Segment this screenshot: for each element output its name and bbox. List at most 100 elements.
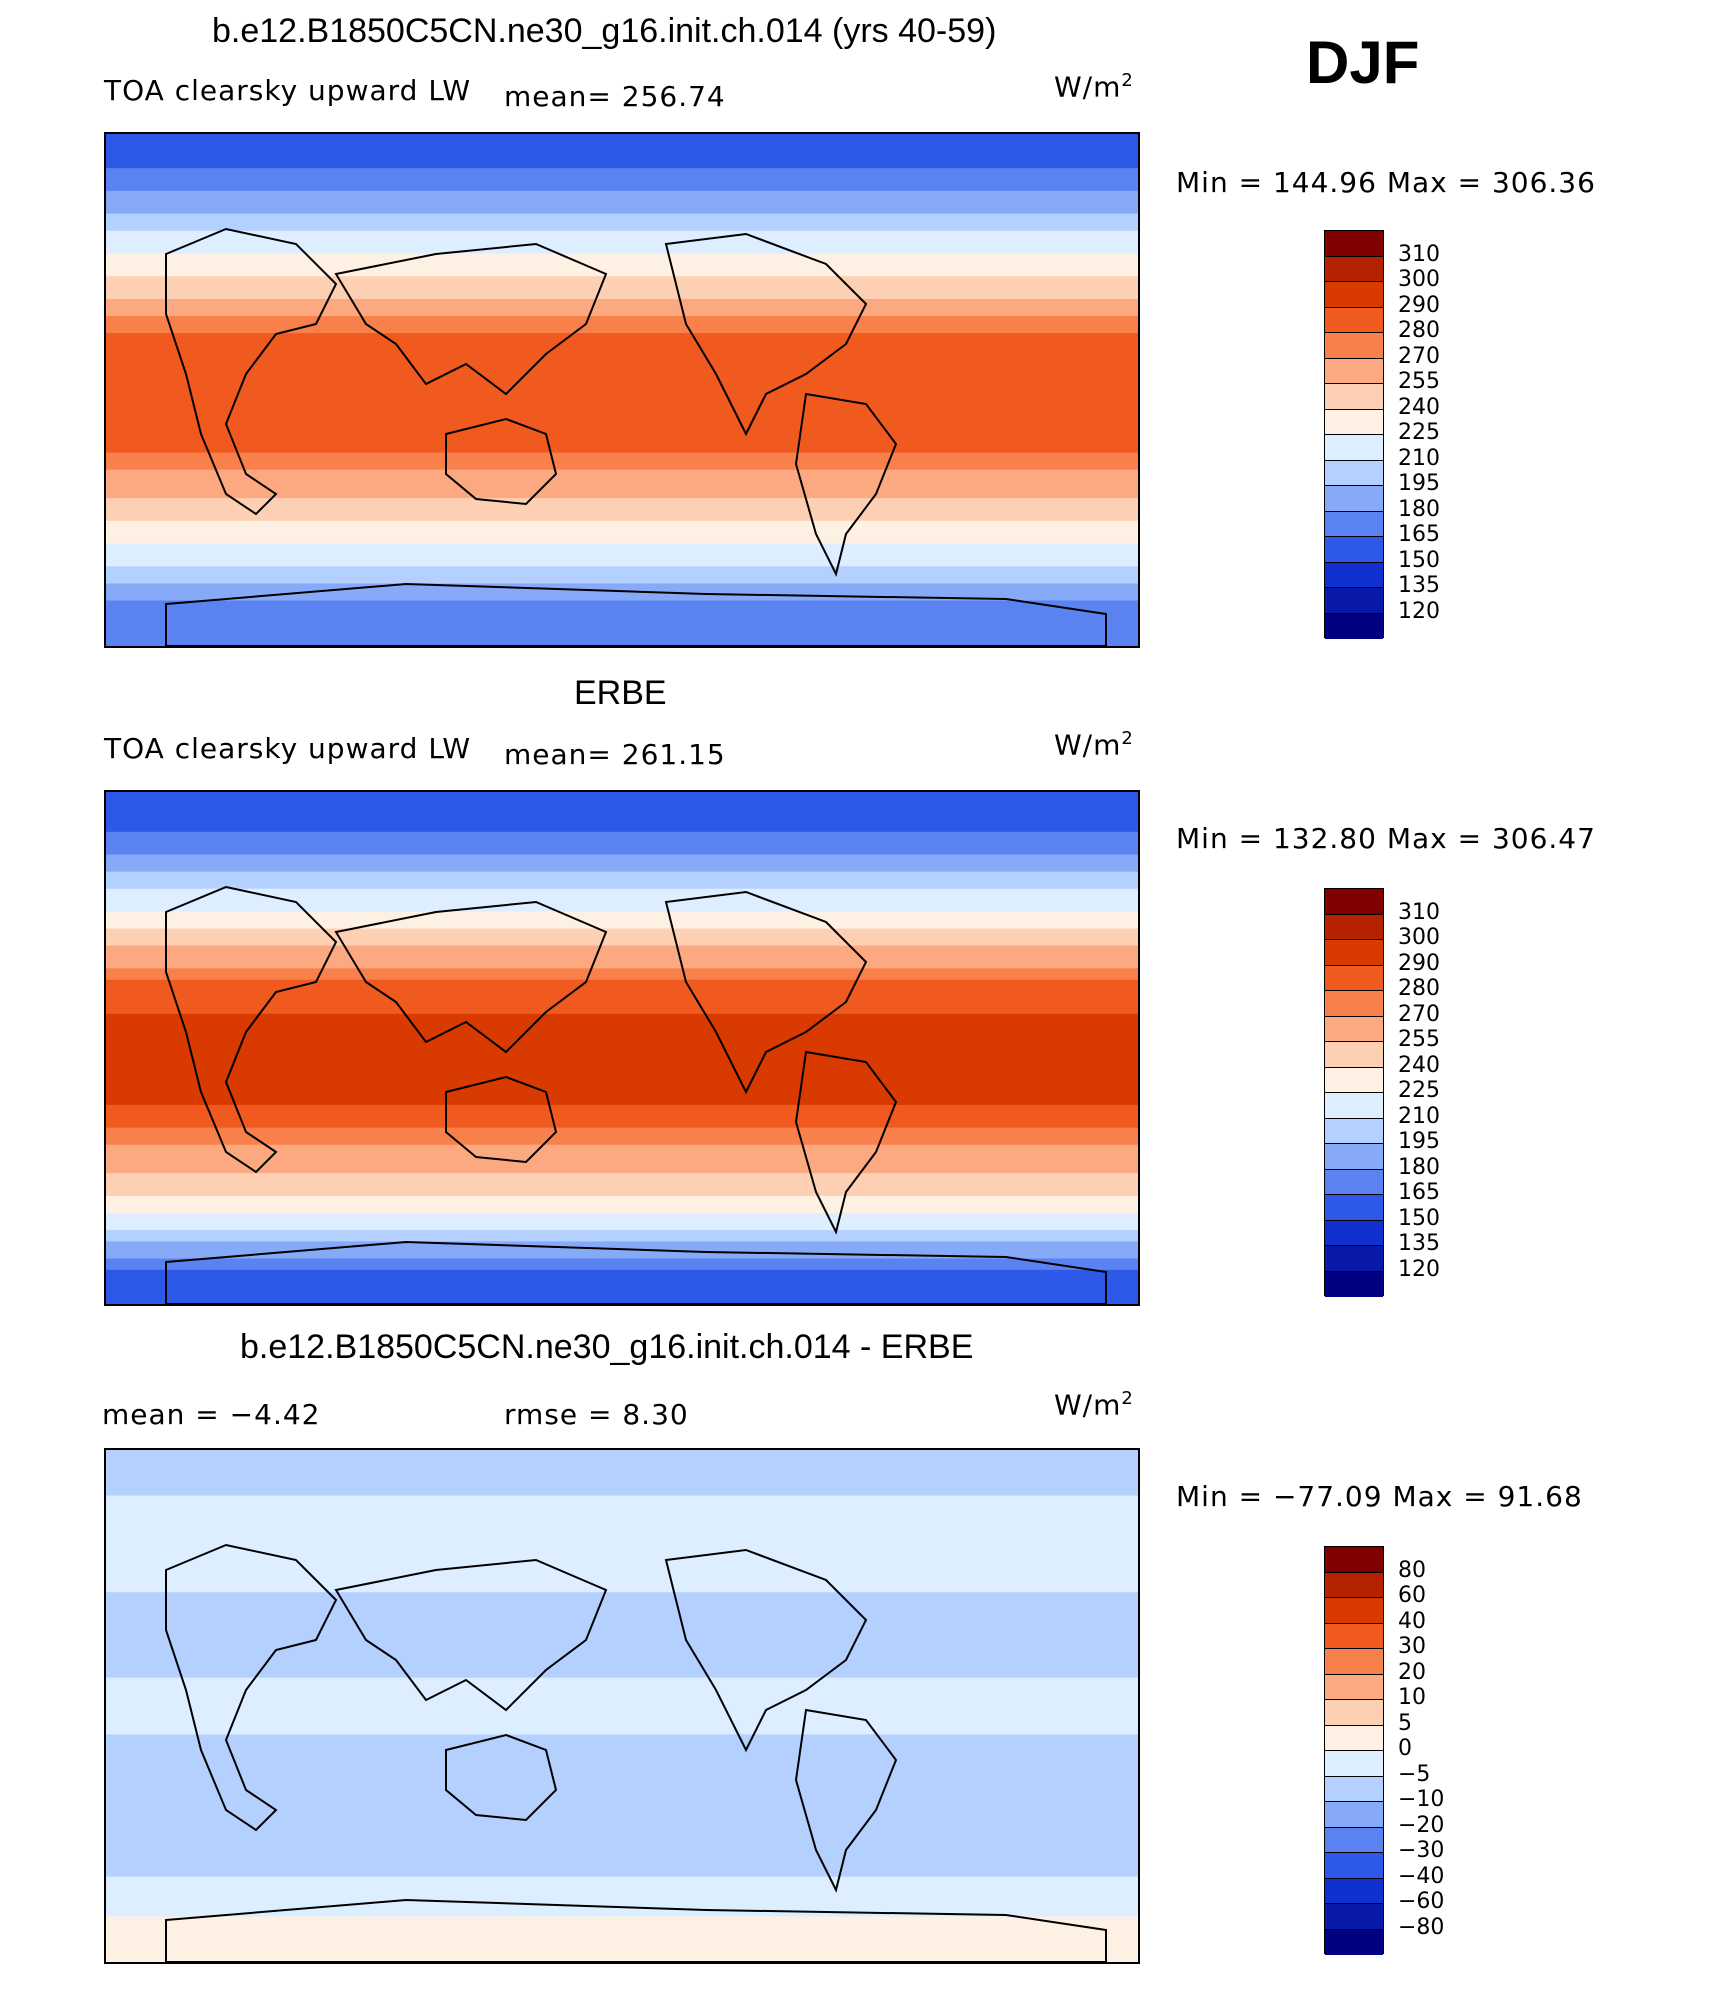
coastline-outline xyxy=(445,1075,558,1164)
field-band xyxy=(106,554,1138,562)
field-band xyxy=(106,1523,1138,1531)
field-band xyxy=(106,1019,1138,1026)
field-band xyxy=(106,917,1138,924)
field-band xyxy=(106,1620,1138,1627)
field-band xyxy=(106,350,1138,357)
field-band xyxy=(106,1506,1138,1514)
colorbar-tick-label: 280 xyxy=(1398,976,1440,1001)
field-band xyxy=(106,1070,1138,1078)
field-band xyxy=(106,572,1138,579)
panel2-colorbar xyxy=(1324,888,1384,1297)
field-band xyxy=(106,1876,1138,1883)
field-band xyxy=(106,1882,1138,1889)
field-band xyxy=(106,860,1138,867)
field-band xyxy=(106,498,1138,505)
field-band xyxy=(106,1700,1138,1707)
field-band xyxy=(106,458,1138,465)
colorbar-swatch xyxy=(1325,1929,1383,1955)
colorbar-swatch xyxy=(1325,1802,1383,1828)
field-band xyxy=(106,1269,1138,1277)
field-band xyxy=(106,1184,1138,1191)
field-band xyxy=(106,1247,1138,1254)
field-band xyxy=(106,820,1138,827)
field-band xyxy=(106,803,1138,810)
field-band xyxy=(106,264,1138,272)
colorbar-tick-label: 210 xyxy=(1398,445,1440,471)
field-band xyxy=(106,1201,1138,1208)
field-band xyxy=(106,1167,1138,1174)
field-band xyxy=(106,236,1138,243)
field-band xyxy=(106,1939,1138,1946)
field-band xyxy=(106,1580,1138,1588)
field-band xyxy=(106,1121,1138,1129)
field-band xyxy=(106,1944,1138,1952)
field-band xyxy=(106,213,1138,220)
colorbar-tick-label: 300 xyxy=(1398,267,1440,292)
field-band xyxy=(106,1899,1138,1906)
colorbar-tick-label: −20 xyxy=(1398,1812,1445,1838)
field-band xyxy=(106,1450,1138,1457)
field-band xyxy=(106,1212,1138,1220)
field-band xyxy=(106,1950,1138,1957)
field-band xyxy=(106,1740,1138,1747)
colorbar-swatch xyxy=(1325,307,1383,333)
colorbar-swatch xyxy=(1325,1220,1383,1246)
field-band xyxy=(106,151,1138,158)
field-band xyxy=(106,1802,1138,1809)
field-band xyxy=(106,1694,1138,1701)
field-band xyxy=(106,503,1138,511)
field-band xyxy=(106,1529,1138,1536)
colorbar-swatch xyxy=(1325,991,1383,1017)
field-band xyxy=(106,996,1138,1004)
field-band xyxy=(106,372,1138,380)
coastline-outline xyxy=(165,1543,338,1832)
colorbar-tick-label: −60 xyxy=(1398,1889,1445,1914)
colorbar-tick-label: −80 xyxy=(1398,1914,1445,1940)
field-band xyxy=(106,560,1138,567)
field-band xyxy=(106,1065,1138,1072)
coastline-outline xyxy=(334,1558,608,1712)
colorbar-swatch xyxy=(1325,460,1383,486)
colorbar-swatch xyxy=(1325,1598,1383,1624)
field-band xyxy=(106,1252,1138,1260)
coastline-outline xyxy=(165,885,338,1174)
panel1-colorbar xyxy=(1324,230,1384,639)
field-band xyxy=(106,894,1138,901)
field-band xyxy=(106,1688,1138,1696)
field-band xyxy=(106,628,1138,636)
panel3-units: W/m2 xyxy=(1054,1388,1134,1422)
field-band xyxy=(106,1927,1138,1935)
field-band xyxy=(106,1922,1138,1929)
colorbar-swatch xyxy=(1325,1093,1383,1119)
field-band xyxy=(106,156,1138,164)
field-band xyxy=(106,1292,1138,1299)
panel2-map xyxy=(104,790,1140,1306)
field-band xyxy=(106,1597,1138,1605)
colorbar-swatch xyxy=(1325,1572,1383,1598)
field-band xyxy=(106,1455,1138,1462)
field-band xyxy=(106,843,1138,850)
colorbar-tick-label: −5 xyxy=(1398,1761,1431,1787)
field-band xyxy=(106,900,1138,907)
colorbar-tick-label: 240 xyxy=(1398,394,1440,420)
colorbar-swatch xyxy=(1325,1725,1383,1751)
field-band xyxy=(106,951,1138,958)
field-band xyxy=(106,537,1138,545)
field-band xyxy=(106,1059,1138,1066)
field-band xyxy=(106,1575,1138,1582)
colorbar-tick-label: 30 xyxy=(1398,1634,1426,1659)
field-band xyxy=(106,276,1138,283)
field-band xyxy=(106,395,1138,402)
panel2-title: ERBE xyxy=(574,674,667,712)
field-band xyxy=(106,304,1138,311)
field-band xyxy=(106,424,1138,431)
field-band xyxy=(106,139,1138,146)
field-band xyxy=(106,1819,1138,1827)
field-band xyxy=(106,1814,1138,1821)
colorbar-swatch xyxy=(1325,1144,1383,1170)
colorbar-tick-label: −10 xyxy=(1398,1787,1445,1812)
field-band xyxy=(106,1190,1138,1197)
field-band xyxy=(106,412,1138,420)
colorbar-swatch xyxy=(1325,588,1383,614)
panel2-mean: mean= 261.15 xyxy=(504,738,726,771)
